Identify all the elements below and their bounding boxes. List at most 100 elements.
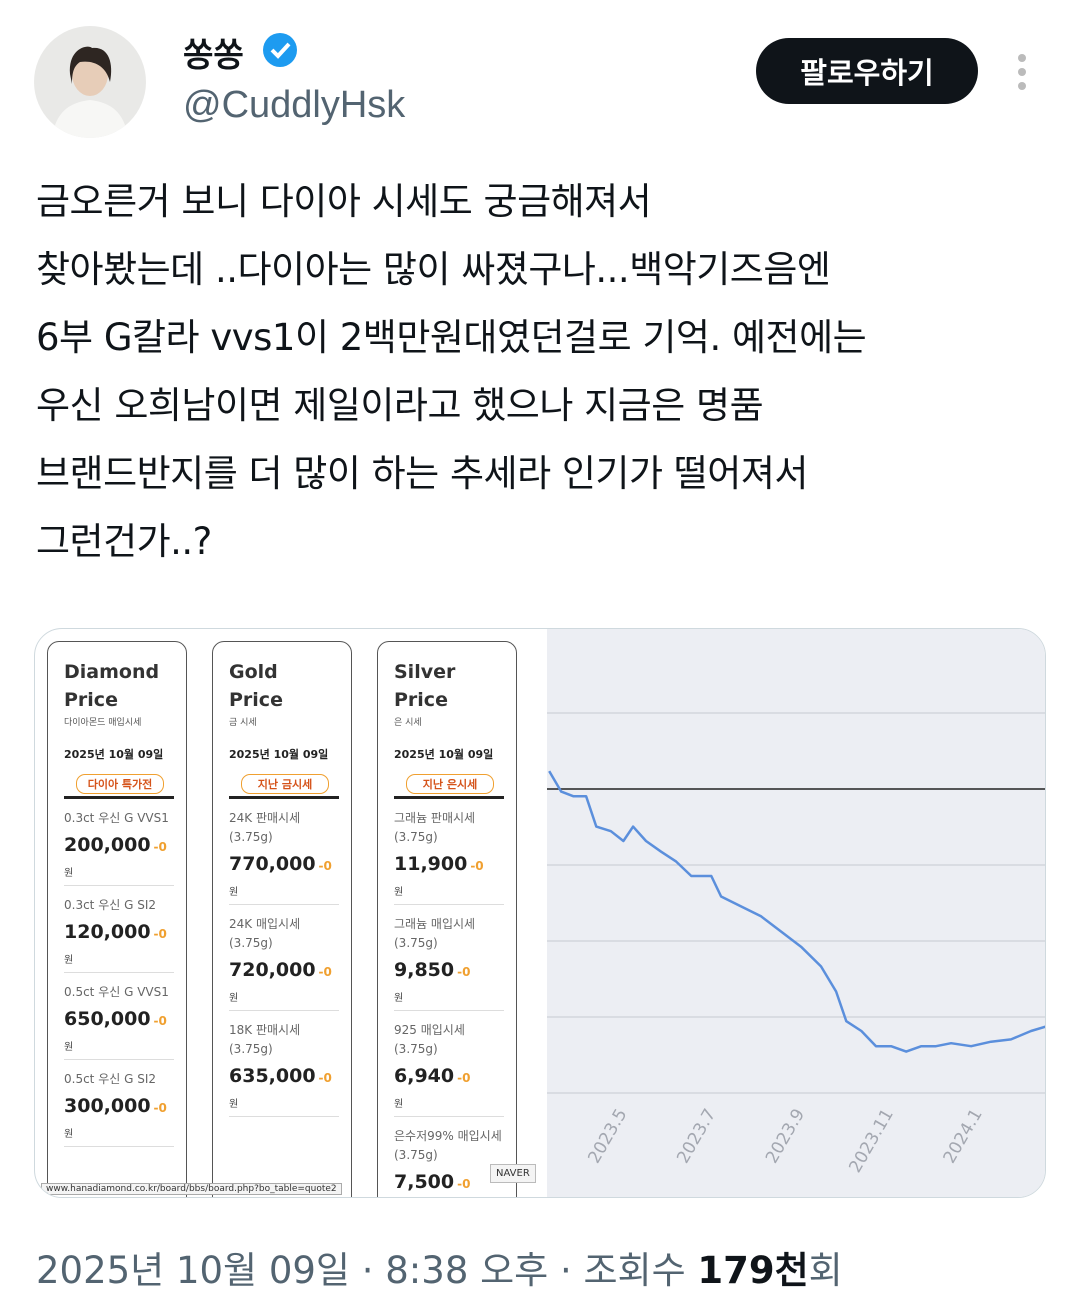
- price-item: 그래늄 판매시세 (3.75g) 11,900 -0 원: [394, 799, 504, 905]
- item-label: 24K 매입시세 (3.75g): [229, 917, 301, 950]
- price-unit: 원: [64, 955, 74, 966]
- price: 770,000: [229, 853, 316, 875]
- item-label: 그래늄 매입시세 (3.75g): [394, 917, 476, 950]
- views: 179천: [697, 1249, 809, 1292]
- price-change: -0: [457, 965, 471, 979]
- price-unit: 원: [64, 1042, 74, 1053]
- tweet-line: 찾아봤는데 ..다이아는 많이 싸졌구나...백악기즈음엔: [36, 248, 831, 291]
- card-title: Diamond: [64, 661, 160, 683]
- verified-badge: [263, 33, 297, 67]
- price-change: -0: [457, 1071, 471, 1085]
- price: 650,000: [64, 1008, 151, 1030]
- item-price: 200,000 -0: [64, 834, 174, 856]
- item-label: 24K 판매시세 (3.75g): [229, 811, 301, 844]
- price-change: -0: [318, 1071, 332, 1085]
- price-unit: 원: [229, 887, 239, 898]
- time: 8:38 오후: [385, 1249, 549, 1292]
- item-price: 7,500 -0: [394, 1171, 504, 1193]
- price-change: -0: [153, 927, 167, 941]
- item-label: 그래늄 판매시세 (3.75g): [394, 811, 476, 844]
- price-change: -0: [470, 859, 484, 873]
- card-badge: 지난 금시세: [241, 774, 329, 794]
- card-date: 2025년 10월 09일: [394, 748, 494, 761]
- item-label: 925 매입시세 (3.75g): [394, 1023, 465, 1056]
- price-item: 24K 판매시세 (3.75g) 770,000 -0 원: [229, 799, 339, 905]
- item-price: 300,000 -0: [64, 1095, 174, 1117]
- date[interactable]: 2025년 10월 09일: [36, 1249, 350, 1292]
- tweet-line: 우신 오희남이면 제일이라고 했으나 지금은 명품: [36, 384, 764, 427]
- price: 11,900: [394, 853, 468, 875]
- item-label: 0.3ct 우신 G VVS1: [64, 811, 169, 825]
- separator: ·: [559, 1249, 572, 1292]
- price-item: 은수저99% 매입시세 (3.75g)7,500-0원: [394, 1117, 504, 1197]
- price-line: [548, 770, 1045, 1053]
- tweet-line: 그런건가..?: [36, 520, 212, 563]
- item-label: 0.5ct 우신 G SI2: [64, 1072, 157, 1086]
- handle[interactable]: @CuddlyHsk: [183, 84, 406, 126]
- card-badge: 다이아 특가전: [76, 774, 164, 794]
- price: 200,000: [64, 834, 151, 856]
- card-subtitle: Price: [64, 689, 118, 711]
- grid: [547, 712, 1045, 1094]
- price-change: -0: [318, 965, 332, 979]
- more-menu[interactable]: [1012, 52, 1032, 92]
- naver-label: NAVER: [490, 1164, 536, 1183]
- card-rule: [394, 796, 504, 799]
- item-price: 650,000 -0: [64, 1008, 174, 1030]
- tweet-line: 6부 G칼라 vvs1이 2백만원대였던걸로 기억. 예전에는: [36, 316, 867, 359]
- price: 720,000: [229, 959, 316, 981]
- tweet-meta: 2025년 10월 09일 · 8:38 오후 · 조회수 179천회: [36, 1240, 843, 1294]
- price-unit: 원: [394, 1099, 404, 1110]
- price-card: Silver Price 은 시세 2025년 10월 09일 지난 은시세 그래늄 판매…: [377, 641, 517, 1197]
- chart-bg: [547, 629, 1045, 1197]
- views-label: 조회수: [583, 1249, 686, 1292]
- item-price: 9,850 -0: [394, 959, 504, 981]
- price-item: 0.5ct 우신 G VVS1 650,000 -0 원: [64, 973, 174, 1060]
- item-label: 은수저99% 매입시세 (3.75g): [394, 1129, 502, 1162]
- avatar[interactable]: [34, 26, 146, 138]
- card-title: Gold: [229, 661, 278, 683]
- price: 635,000: [229, 1065, 316, 1087]
- tweet-line: 금오른거 보니 다이아 시세도 궁금해져서: [36, 180, 652, 223]
- card-subtitle: Price: [394, 689, 448, 711]
- price: 120,000: [64, 921, 151, 943]
- price-change: -0: [153, 840, 167, 854]
- item-label: 0.3ct 우신 G SI2: [64, 898, 157, 912]
- price-item: 24K 매입시세 (3.75g) 720,000 -0 원: [229, 905, 339, 1011]
- card-date: 2025년 10월 09일: [64, 748, 164, 761]
- item-price: 720,000 -0: [229, 959, 339, 981]
- price-unit: 원: [394, 993, 404, 1004]
- item-price: 6,940 -0: [394, 1065, 504, 1087]
- card-rule: [64, 796, 174, 799]
- follow-button[interactable]: 팔로우하기: [756, 38, 978, 104]
- price-change: -0: [153, 1014, 167, 1028]
- card-date: 2025년 10월 09일: [229, 748, 329, 761]
- price-unit: 원: [64, 868, 74, 879]
- card-title: Silver: [394, 661, 456, 683]
- price-unit: 원: [229, 993, 239, 1004]
- price: 300,000: [64, 1095, 151, 1117]
- item-label: 18K 판매시세 (3.75g): [229, 1023, 301, 1056]
- price-change: -0: [153, 1101, 167, 1115]
- tweet-line: 브랜드반지를 더 많이 하는 추세라 인기가 떨어져서: [36, 452, 808, 495]
- card-rule: [229, 796, 339, 799]
- price-item: 그래늄 매입시세 (3.75g) 9,850 -0 원: [394, 905, 504, 1011]
- price-unit: 원: [229, 1099, 239, 1110]
- price: 6,940: [394, 1065, 455, 1087]
- price: 7,500: [394, 1171, 455, 1193]
- item-price: 770,000 -0: [229, 853, 339, 875]
- card-caption: 다이아몬드 매입시세: [64, 718, 142, 728]
- price-item: 925 매입시세 (3.75g) 6,940 -0 원: [394, 1011, 504, 1117]
- separator: ·: [361, 1249, 374, 1292]
- display-name[interactable]: 쏭쏭: [183, 35, 244, 74]
- item-label: 0.5ct 우신 G VVS1: [64, 985, 169, 999]
- card-subtitle: Price: [229, 689, 283, 711]
- price-unit: 원: [394, 887, 404, 898]
- item-price: 120,000 -0: [64, 921, 174, 943]
- price-card: Gold Price 금 시세 2025년 10월 09일 지난 금시세 24K 판매시세…: [212, 641, 352, 1197]
